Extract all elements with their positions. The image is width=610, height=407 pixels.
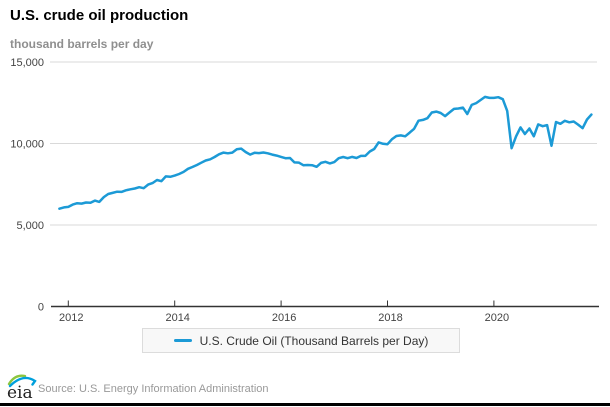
legend: U.S. Crude Oil (Thousand Barrels per Day…	[142, 328, 460, 353]
chart-title: U.S. crude oil production	[10, 7, 189, 24]
footer-divider	[0, 403, 610, 406]
legend-label: U.S. Crude Oil (Thousand Barrels per Day…	[199, 333, 429, 348]
x-tick-label-2020: 2020	[485, 312, 509, 324]
legend-line-swatch-icon	[173, 339, 192, 342]
y-tick-label-15000: 15,000	[10, 57, 44, 69]
eia-logo-icon: eia	[7, 374, 37, 403]
x-tick-label-2012: 2012	[59, 312, 83, 324]
chart-footer: eia Source: U.S. Energy Information Admi…	[0, 368, 610, 404]
source-attribution: Source: U.S. Energy Information Administ…	[38, 383, 269, 395]
y-tick-label-10000: 10,000	[10, 139, 44, 151]
x-tick-label-2016: 2016	[272, 312, 296, 324]
x-tick-label-2018: 2018	[378, 312, 402, 324]
legend-item-us-crude-oil[interactable]: U.S. Crude Oil (Thousand Barrels per Day…	[173, 333, 429, 348]
y-tick-label-0: 0	[38, 302, 44, 314]
y-axis-units-label: thousand barrels per day	[10, 37, 154, 51]
series-line-us-crude-oil[interactable]	[58, 95, 593, 210]
x-tick-label-2014: 2014	[165, 312, 189, 324]
y-tick-label-5000: 5,000	[16, 220, 44, 232]
eia-logo-text: eia	[7, 383, 33, 403]
